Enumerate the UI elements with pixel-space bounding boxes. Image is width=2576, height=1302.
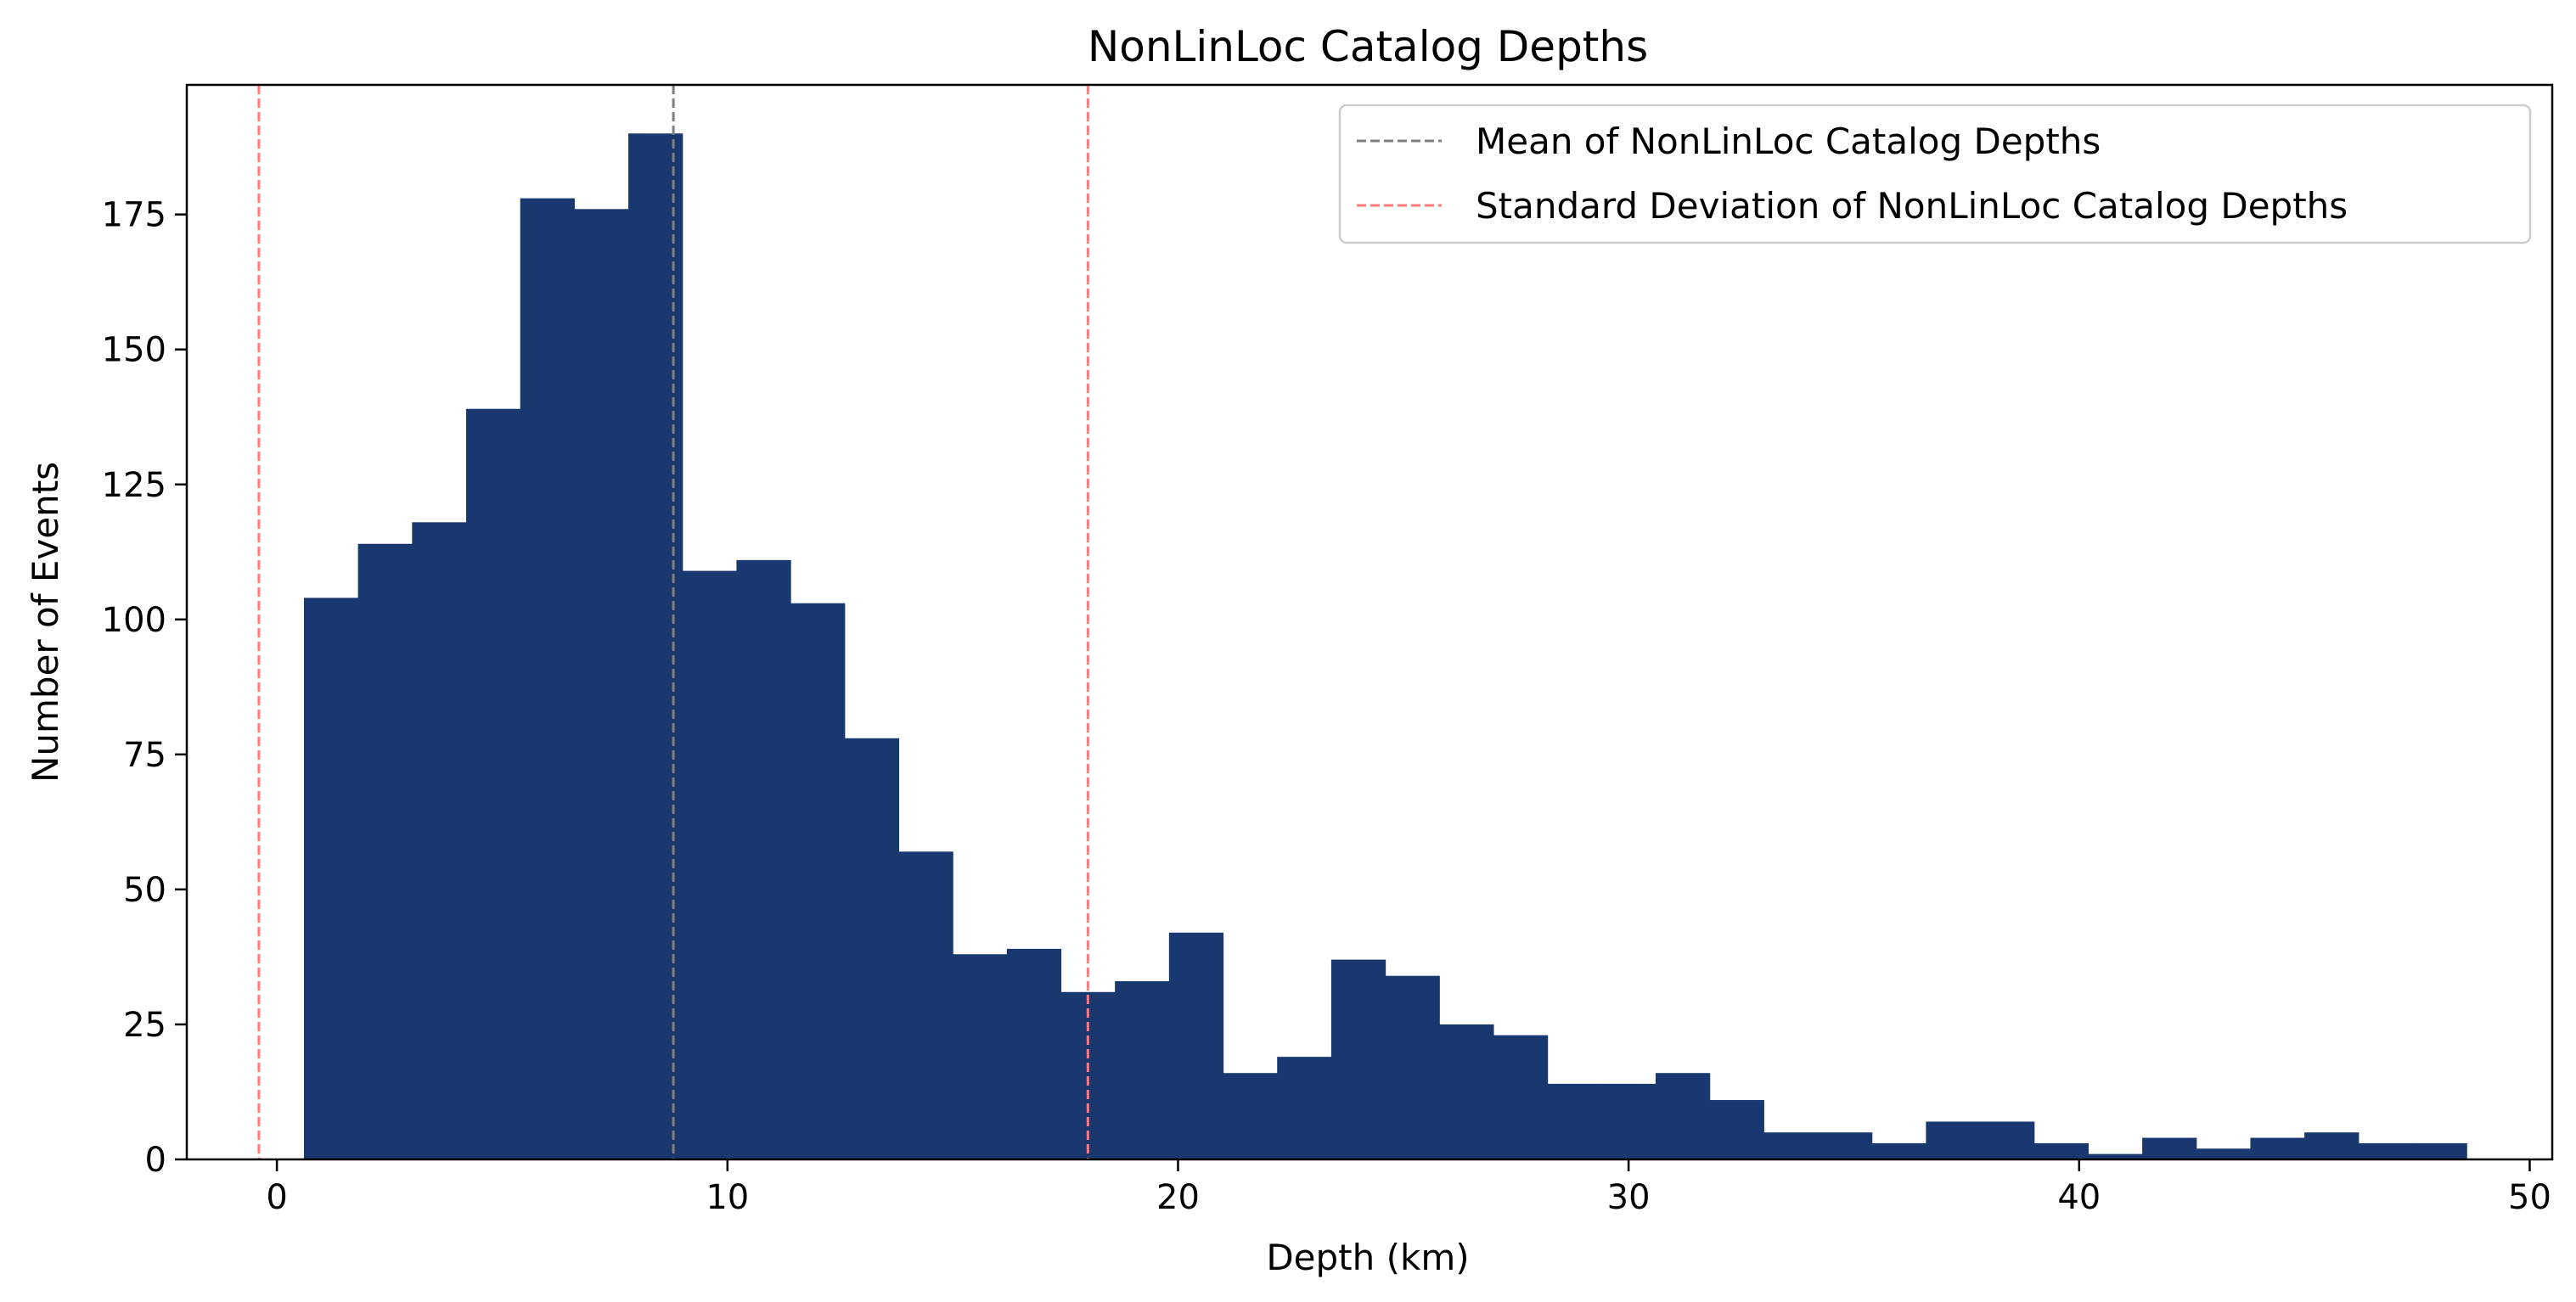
y-tick-label: 125 [102,466,166,505]
histogram-bar [1547,1083,1602,1159]
x-tick-label: 30 [1607,1178,1651,1217]
histogram-bar [2088,1153,2143,1159]
histogram-bar [357,543,413,1159]
histogram-bar [1818,1132,1873,1159]
histogram-bar [1493,1035,1549,1159]
histogram-bar [682,570,738,1159]
histogram-bar [628,133,683,1159]
y-tick-label: 25 [123,1006,166,1045]
x-tick-label: 10 [706,1178,749,1217]
histogram-bar [466,408,521,1160]
histogram-bar [898,851,953,1159]
histogram-bar [2142,1137,2197,1159]
histogram-bar [1655,1073,1711,1159]
x-axis-label: Depth (km) [1266,1237,1469,1278]
histogram-bar [844,738,900,1159]
histogram-bar [2412,1142,2467,1159]
histogram-bar [1439,1024,1494,1159]
histogram-bar [2033,1142,2089,1159]
histogram-bar [1926,1121,1981,1159]
histogram-bar [1330,959,1386,1159]
histogram-bar [520,198,575,1160]
histogram-bar [574,209,629,1159]
histogram-bar [1223,1073,1278,1159]
histogram-bar [1385,975,1440,1159]
histogram-bars [303,133,2467,1160]
histogram-bar [1277,1057,1332,1159]
legend-label: Standard Deviation of NonLinLoc Catalog … [1476,185,2348,227]
y-tick-label: 175 [102,196,166,235]
y-tick-label: 75 [123,736,166,775]
histogram-bar [2358,1142,2414,1159]
histogram-bar [1980,1121,2035,1159]
histogram-bar [2304,1132,2359,1159]
y-tick-label: 0 [145,1141,166,1180]
y-tick-label: 150 [102,331,166,370]
y-axis: 0 25 50 75 100 125 150 175 [102,196,187,1180]
histogram-bar [736,559,791,1159]
x-tick-label: 50 [2508,1178,2551,1217]
y-tick-label: 100 [102,601,166,640]
histogram-bar [1006,948,1062,1159]
legend-label: Mean of NonLinLoc Catalog Depths [1476,121,2101,162]
x-tick-label: 20 [1156,1178,1200,1217]
x-axis: 0 10 20 30 40 50 [266,1159,2551,1217]
histogram-bar [412,522,467,1159]
histogram-bar [1871,1142,1926,1159]
reference-lines [257,85,1089,1159]
histogram-bar [2196,1148,2252,1159]
histogram-bar [953,954,1008,1159]
y-tick-label: 50 [123,871,166,910]
histogram-bar [2250,1137,2305,1159]
histogram-bar [1709,1100,1764,1159]
histogram-bar [303,598,359,1159]
histogram-bar [1763,1132,1819,1159]
histogram-bar [1115,981,1170,1159]
x-tick-label: 0 [266,1178,287,1217]
y-axis-label: Number of Events [25,462,66,783]
chart-title: NonLinLoc Catalog Depths [1088,22,1648,71]
x-tick-label: 40 [2057,1178,2101,1217]
plot-frame [185,83,2554,1161]
histogram-bar [1168,932,1224,1159]
histogram-bar [1601,1083,1656,1159]
histogram-bar [790,603,846,1159]
legend-box [1338,104,2532,244]
legend: Mean of NonLinLoc Catalog Depths Standard… [1338,104,2532,244]
